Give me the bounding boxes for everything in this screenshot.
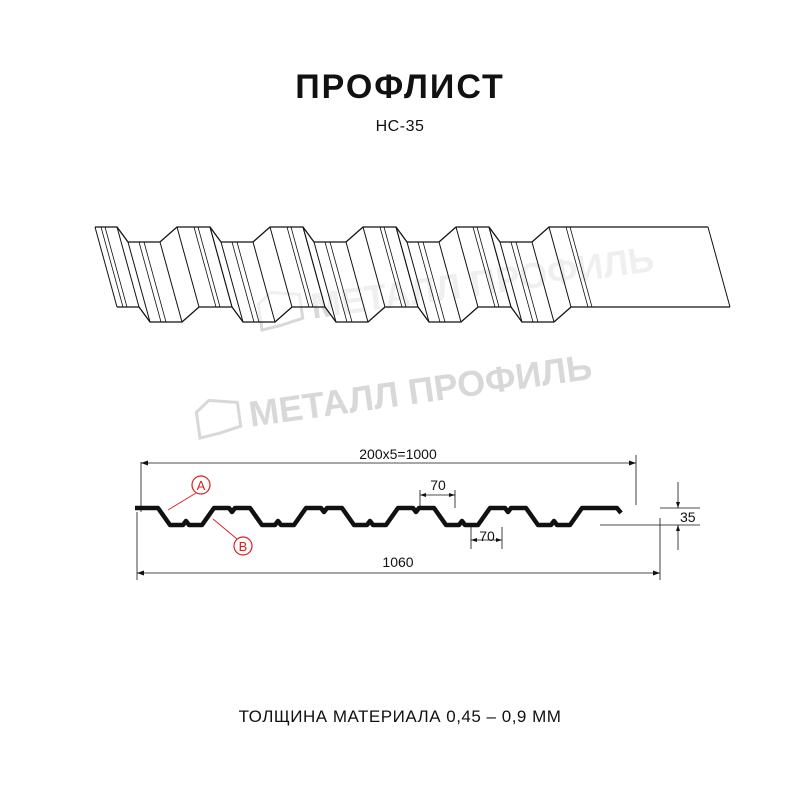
sheet-fold-line (252, 241, 276, 323)
bottom-flat-dimension-label: 70 (479, 528, 495, 544)
overall-width-dimension-label: 1060 (382, 554, 413, 570)
watermark-bottom: МЕТАЛЛ ПРОФИЛЬ (194, 346, 595, 440)
dimension-lines (136, 455, 700, 580)
sheet-fold-line (455, 226, 479, 308)
sheet-rib-line (104, 226, 128, 308)
sheet-fold-line (531, 241, 555, 323)
marker-b: B (212, 518, 253, 556)
profile-line (135, 505, 623, 528)
sheet-fold-line (707, 226, 731, 308)
sheet-rib-line (422, 241, 446, 323)
sheet-rib-line (286, 226, 310, 308)
sheet-fold-line (127, 241, 151, 323)
sheet-fold-line (116, 226, 140, 308)
marker-a: A (167, 475, 211, 511)
sheet-rib-line (100, 226, 124, 308)
sheet-fold-line (209, 226, 233, 308)
sheet-fold-line (220, 241, 244, 323)
sheet-rib-line (510, 241, 534, 323)
sheet-fold-line (362, 226, 386, 308)
sheet-rib-line (143, 241, 167, 323)
height-dimension-label: 35 (680, 509, 696, 525)
sheet-rib-line (515, 241, 539, 323)
watermark-text: МЕТАЛЛ ПРОФИЛЬ (246, 346, 594, 435)
marker-b-label: B (239, 539, 248, 554)
sheet-fold-line (438, 241, 462, 323)
sheet-fold-line (269, 226, 293, 308)
sheet-fold-line (345, 241, 369, 323)
pitch-dimension-label: 200x5=1000 (359, 446, 437, 462)
top-flat-dimension-label: 70 (430, 477, 446, 493)
dimension-arrows (137, 460, 680, 576)
sheet-fold-line (313, 241, 337, 323)
sheet-fold-line (302, 226, 326, 308)
sheet-face (95, 227, 730, 322)
sheet-fold-line (488, 226, 512, 308)
sheet-rib-line (383, 226, 407, 308)
sheet-fold-line (159, 241, 183, 323)
sheet-rib-line (138, 241, 162, 323)
sheet-rib-line (193, 226, 217, 308)
sheet-rib-line (290, 226, 314, 308)
sheet-fold-line (395, 226, 419, 308)
sheet-rib-line (565, 226, 589, 308)
sheet-rib-line (324, 241, 348, 323)
sheet-rib-line (569, 226, 593, 308)
marker-a-label: A (197, 478, 206, 493)
model-name: НС-35 (375, 118, 425, 135)
page-title: ПРОФЛИСТ (295, 68, 505, 106)
sheet-fold-line (499, 241, 523, 323)
sheet-fold-line (94, 226, 118, 308)
sheet-fold-line (406, 241, 430, 323)
sheet-fold-line (176, 226, 200, 308)
sheet-rib-line (476, 226, 500, 308)
sheet-rib-line (379, 226, 403, 308)
sheet-rib-line (472, 226, 496, 308)
sheet-rib-line (329, 241, 353, 323)
sheet-rib-line (417, 241, 441, 323)
isometric-sheet-view (94, 226, 731, 323)
thickness-note: ТОЛЩИНА МАТЕРИАЛА 0,45 – 0,9 ММ (238, 707, 562, 726)
logo-icon (194, 398, 243, 440)
sheet-rib-line (231, 241, 255, 323)
sheet-fold-line (548, 226, 572, 308)
sheet-rib-line (197, 226, 221, 308)
sheet-rib-line (236, 241, 260, 323)
cross-section-profile (135, 505, 623, 528)
